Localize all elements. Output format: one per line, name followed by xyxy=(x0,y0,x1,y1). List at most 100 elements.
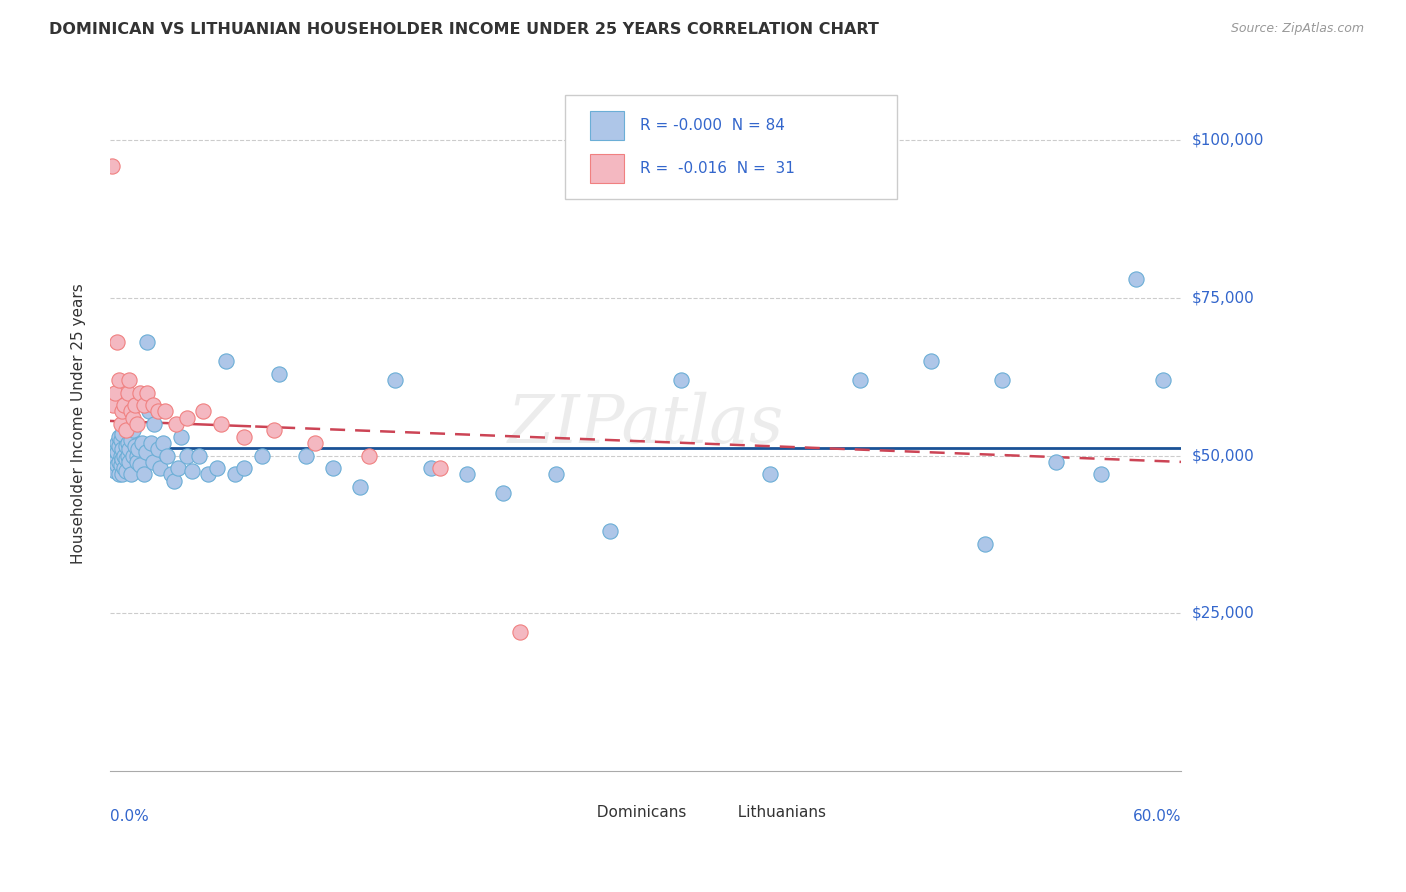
Point xyxy=(118,455,141,469)
Point xyxy=(163,474,186,488)
FancyBboxPatch shape xyxy=(565,95,897,199)
Text: Source: ZipAtlas.com: Source: ZipAtlas.com xyxy=(1230,22,1364,36)
Point xyxy=(105,335,128,350)
Point xyxy=(322,461,344,475)
Text: $75,000: $75,000 xyxy=(1192,291,1254,306)
Point xyxy=(117,449,139,463)
Point xyxy=(110,458,132,472)
Point xyxy=(269,367,291,381)
Point xyxy=(112,461,135,475)
Point xyxy=(124,439,146,453)
Bar xyxy=(589,111,624,140)
Point xyxy=(295,449,318,463)
Point xyxy=(136,335,159,350)
Point xyxy=(384,373,406,387)
Point xyxy=(118,373,141,387)
Bar xyxy=(560,802,583,822)
Point xyxy=(105,458,128,472)
Point xyxy=(138,404,160,418)
Point xyxy=(120,467,142,482)
Text: R = -0.000  N = 84: R = -0.000 N = 84 xyxy=(640,118,785,133)
Point xyxy=(456,467,478,482)
Point xyxy=(110,433,132,447)
Point xyxy=(759,467,782,482)
Point xyxy=(131,436,153,450)
Point xyxy=(232,430,254,444)
Point xyxy=(107,455,129,469)
Point xyxy=(112,398,135,412)
Point xyxy=(111,442,134,457)
Text: Dominicans: Dominicans xyxy=(586,805,686,820)
Point xyxy=(115,464,138,478)
Point xyxy=(263,423,285,437)
Text: Lithuanians: Lithuanians xyxy=(728,805,825,820)
Point xyxy=(153,404,176,418)
Point xyxy=(176,449,198,463)
Point xyxy=(115,423,138,437)
Point xyxy=(103,449,125,463)
Text: $50,000: $50,000 xyxy=(1192,448,1254,463)
Point xyxy=(135,445,157,459)
Point xyxy=(125,417,148,431)
Point xyxy=(848,373,870,387)
Point xyxy=(176,410,198,425)
Text: DOMINICAN VS LITHUANIAN HOUSEHOLDER INCOME UNDER 25 YEARS CORRELATION CHART: DOMINICAN VS LITHUANIAN HOUSEHOLDER INCO… xyxy=(49,22,879,37)
Point xyxy=(125,449,148,463)
Point xyxy=(546,467,568,482)
Point xyxy=(139,436,162,450)
Point xyxy=(122,423,145,437)
Point xyxy=(205,461,228,475)
Point xyxy=(156,449,179,463)
Point xyxy=(120,404,142,418)
Point xyxy=(920,354,942,368)
Point xyxy=(142,398,165,412)
Point xyxy=(103,461,125,475)
Text: R =  -0.016  N =  31: R = -0.016 N = 31 xyxy=(640,161,794,176)
Point xyxy=(129,385,152,400)
Point xyxy=(111,451,134,466)
Point xyxy=(250,449,273,463)
Point xyxy=(104,464,127,478)
Point xyxy=(136,385,159,400)
Point xyxy=(191,404,214,418)
Point xyxy=(124,398,146,412)
Text: ZIPatlas: ZIPatlas xyxy=(508,392,783,457)
Point xyxy=(104,455,127,469)
Point xyxy=(120,433,142,447)
Point xyxy=(111,426,134,441)
Text: $100,000: $100,000 xyxy=(1192,133,1264,148)
Point xyxy=(112,417,135,431)
Point xyxy=(152,436,174,450)
Point xyxy=(491,486,513,500)
Point xyxy=(129,458,152,472)
Point xyxy=(149,461,172,475)
Point xyxy=(429,461,451,475)
Point xyxy=(420,461,443,475)
Point xyxy=(181,464,204,478)
Point xyxy=(357,449,380,463)
Point xyxy=(100,451,122,466)
Y-axis label: Householder Income Under 25 years: Householder Income Under 25 years xyxy=(72,284,86,565)
Point xyxy=(132,398,155,412)
Point xyxy=(103,398,125,412)
Point xyxy=(1125,272,1147,286)
Point xyxy=(127,442,149,457)
Point xyxy=(112,449,135,463)
Point xyxy=(115,439,138,453)
Text: $25,000: $25,000 xyxy=(1192,606,1254,621)
Point xyxy=(991,373,1014,387)
Text: 0.0%: 0.0% xyxy=(110,809,149,824)
Point xyxy=(107,373,129,387)
Point xyxy=(125,455,148,469)
Bar xyxy=(589,153,624,183)
Point xyxy=(1045,455,1067,469)
Point xyxy=(115,451,138,466)
Point xyxy=(973,537,995,551)
Point xyxy=(599,524,621,539)
Point xyxy=(100,159,122,173)
Bar xyxy=(702,802,724,822)
Point xyxy=(509,625,531,640)
Point xyxy=(110,449,132,463)
Point xyxy=(104,442,127,457)
Point xyxy=(107,430,129,444)
